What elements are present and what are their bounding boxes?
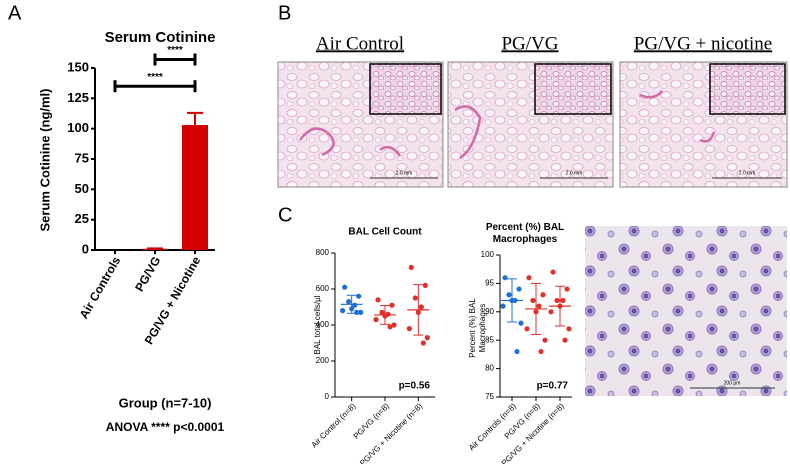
data-point [422, 282, 428, 288]
chart-title: BAL Cell Count [348, 227, 422, 238]
y-tick-label: 0 [82, 241, 89, 256]
data-point [356, 293, 362, 299]
image-title: PG/VG + nicotine [634, 33, 772, 54]
y-tick-label: 0 [325, 392, 330, 401]
data-point [391, 322, 397, 328]
bar [182, 125, 208, 250]
y-tick-label: 100 [67, 120, 89, 135]
data-point [560, 297, 566, 304]
data-point [516, 286, 522, 292]
data-point [412, 295, 418, 301]
y-tick-label: 400 [316, 320, 330, 329]
data-point [536, 303, 542, 309]
y-tick-label: 25 [75, 211, 89, 226]
cytology-image [585, 226, 787, 396]
data-point [518, 320, 524, 326]
panel-label: C [278, 204, 292, 226]
image-title: Air Control [316, 33, 404, 54]
data-point [554, 297, 560, 304]
data-point [406, 326, 412, 332]
chart-title: Serum Cotinine [105, 29, 216, 46]
y-tick-label: 50 [75, 181, 89, 196]
x-tick-label: Air Control (n=8) [310, 401, 358, 449]
data-point [375, 297, 381, 303]
y-tick-label: 90 [485, 307, 494, 316]
y-axis-label: BAL total cells/µl [313, 295, 322, 354]
significance-label: **** [147, 72, 163, 83]
y-tick-label: 100 [481, 250, 495, 259]
inset [369, 63, 442, 115]
x-tick-label: Air Controls [77, 254, 124, 321]
scale-label: 200 µm [724, 380, 741, 386]
y-tick-label: 125 [67, 90, 89, 105]
data-point [408, 264, 414, 270]
data-point [354, 309, 360, 315]
data-point [387, 324, 393, 330]
data-point [548, 309, 554, 315]
y-tick-label: 80 [485, 364, 494, 373]
image-title: PG/VG [501, 33, 558, 54]
x-tick-label: PG/VG [132, 254, 163, 294]
inset [709, 63, 786, 115]
p-value: p=0.56 [399, 381, 431, 392]
data-point [530, 297, 536, 304]
data-point [524, 326, 530, 332]
p-value: p=0.77 [537, 381, 569, 392]
y-axis-label: Serum Cotinine (ng/ml) [37, 89, 52, 232]
data-point [342, 284, 348, 290]
x-tick-label: PG/VG + Nicotine (n=8) [358, 401, 424, 464]
chart-title-box: Percent (%) BAL Macrophages [485, 222, 565, 245]
data-point [566, 326, 572, 332]
data-point [389, 302, 395, 308]
data-point [420, 340, 426, 346]
y-tick-label: 85 [485, 335, 494, 344]
data-point [564, 286, 570, 292]
data-point [500, 303, 506, 309]
data-point [424, 335, 430, 341]
panel-label: A [8, 2, 22, 24]
data-point [340, 308, 346, 314]
data-point [379, 309, 385, 315]
anova-note: ANOVA **** p<0.0001 [106, 420, 225, 434]
data-point [418, 304, 424, 310]
vessel [299, 90, 716, 160]
y-tick-label: 75 [485, 392, 494, 401]
data-point [502, 275, 508, 281]
data-point [540, 292, 546, 298]
x-axis-label: Group (n=7-10) [119, 395, 212, 410]
data-point [550, 269, 556, 275]
data-point [538, 348, 544, 355]
y-tick-label: 95 [485, 279, 494, 288]
significance-label: **** [167, 45, 183, 56]
data-point [373, 317, 379, 323]
scale-label: 2.0 mm [566, 170, 583, 176]
histology-images [277, 61, 788, 188]
data-point [526, 275, 532, 281]
chart-title: Percent (%) BAL Macrophages [485, 222, 565, 245]
data-point [542, 337, 548, 343]
scale-label: 2.0 mm [739, 170, 756, 176]
panel-label: B [278, 2, 291, 24]
data-point [514, 348, 520, 355]
data-point [506, 292, 512, 298]
data-point [358, 309, 364, 315]
y-tick-label: 200 [316, 356, 330, 365]
y-tick-label: 600 [316, 284, 330, 293]
inset [534, 63, 612, 115]
scale-label: 2.0 mm [396, 170, 413, 176]
data-point [562, 337, 568, 343]
y-tick-label: 75 [75, 150, 89, 165]
data-point [346, 299, 352, 305]
y-tick-label: 150 [67, 59, 89, 74]
y-tick-label: 800 [316, 248, 330, 257]
